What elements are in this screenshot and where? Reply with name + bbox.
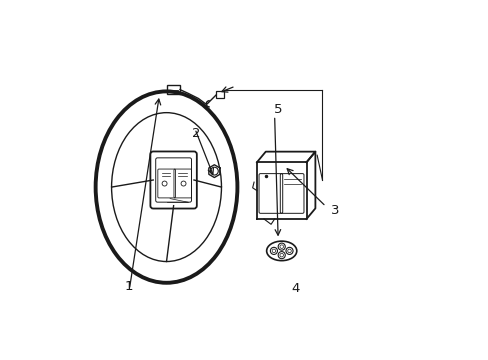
Text: 2: 2 [192,127,201,140]
Text: 3: 3 [330,204,339,217]
Text: 5: 5 [273,103,282,116]
Bar [167,85,180,94]
Text: 4: 4 [291,282,300,294]
Bar [216,91,224,99]
Text: 1: 1 [125,280,133,293]
